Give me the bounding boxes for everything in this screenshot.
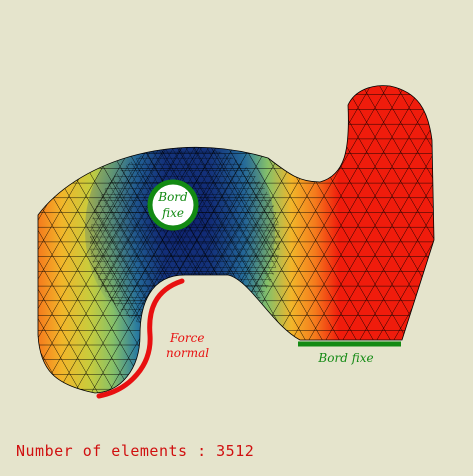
hole-label-line1: Bord <box>157 190 188 204</box>
element-count-value: 3512 <box>216 442 255 460</box>
mesh-outline <box>37 85 435 394</box>
force-boundary-curve <box>96 278 185 399</box>
force-label-line1: Force <box>169 331 204 345</box>
element-count-readout: Number of elements : 3512 <box>16 442 254 460</box>
mesh-refined-lines <box>90 145 280 335</box>
bottom-edge-label: Bord fixe <box>317 351 373 365</box>
force-label-line2: normal <box>166 346 209 360</box>
hole-label-line2: fixe <box>161 206 184 220</box>
mesh-low-value-core <box>85 120 275 340</box>
element-count-prefix: Number of elements : <box>16 442 217 460</box>
fixed-hole-boundary <box>147 179 199 231</box>
